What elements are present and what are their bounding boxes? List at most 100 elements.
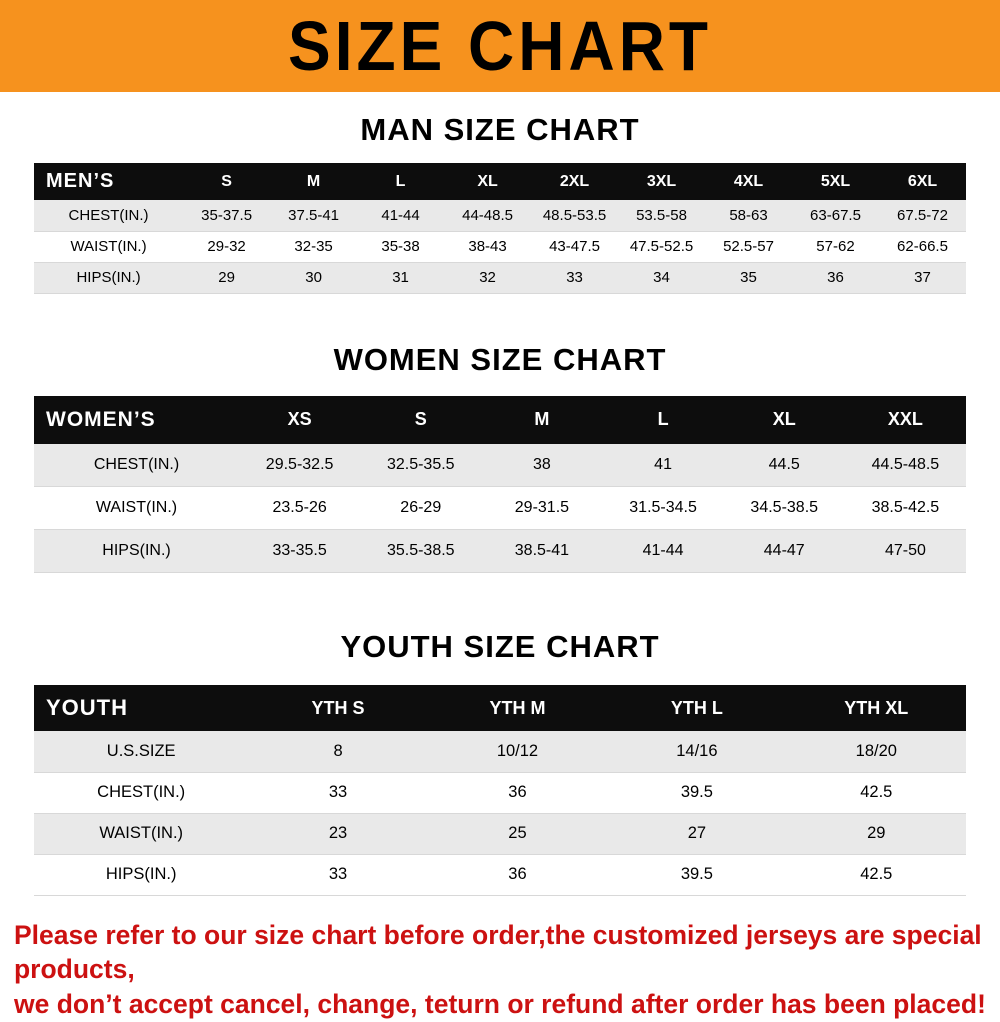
size-value: 38.5-42.5 <box>845 487 966 530</box>
size-value: 62-66.5 <box>879 231 966 262</box>
size-column-header: XL <box>724 396 845 444</box>
size-value: 44.5-48.5 <box>845 444 966 487</box>
size-column-header: S <box>360 396 481 444</box>
size-value: 33 <box>248 854 427 895</box>
notice-line-2: we don’t accept cancel, change, teturn o… <box>14 987 986 1022</box>
size-value: 41-44 <box>357 200 444 231</box>
size-value: 38-43 <box>444 231 531 262</box>
size-value: 41 <box>603 444 724 487</box>
size-value: 39.5 <box>607 854 786 895</box>
size-value: 32-35 <box>270 231 357 262</box>
size-value: 31.5-34.5 <box>603 487 724 530</box>
size-value: 34 <box>618 262 705 293</box>
size-value: 14/16 <box>607 731 786 772</box>
size-value: 29-31.5 <box>481 487 602 530</box>
size-value: 23.5-26 <box>239 487 360 530</box>
size-value: 32 <box>444 262 531 293</box>
size-value: 33-35.5 <box>239 530 360 573</box>
size-column-header: XS <box>239 396 360 444</box>
size-value: 41-44 <box>603 530 724 573</box>
row-label: HIPS(IN.) <box>34 262 183 293</box>
size-value: 38 <box>481 444 602 487</box>
size-value: 37 <box>879 262 966 293</box>
men-table-title: MEN’S <box>34 163 183 200</box>
size-column-header: S <box>183 163 270 200</box>
size-column-header: 2XL <box>531 163 618 200</box>
size-value: 38.5-41 <box>481 530 602 573</box>
size-value: 18/20 <box>787 731 966 772</box>
size-column-header: YTH L <box>607 685 786 731</box>
size-value: 43-47.5 <box>531 231 618 262</box>
size-column-header: YTH M <box>428 685 607 731</box>
youth-section-heading: YOUTH SIZE CHART <box>0 629 1000 665</box>
size-value: 39.5 <box>607 772 786 813</box>
men-section-heading: MAN SIZE CHART <box>0 112 1000 148</box>
size-value: 35-37.5 <box>183 200 270 231</box>
row-label: WAIST(IN.) <box>34 813 248 854</box>
size-value: 36 <box>792 262 879 293</box>
size-value: 63-67.5 <box>792 200 879 231</box>
size-column-header: M <box>270 163 357 200</box>
size-value: 48.5-53.5 <box>531 200 618 231</box>
women-table-title: WOMEN’S <box>34 396 239 444</box>
row-label: HIPS(IN.) <box>34 854 248 895</box>
size-value: 23 <box>248 813 427 854</box>
size-value: 58-63 <box>705 200 792 231</box>
row-label: CHEST(IN.) <box>34 444 239 487</box>
row-label: CHEST(IN.) <box>34 772 248 813</box>
size-value: 29 <box>183 262 270 293</box>
size-column-header: L <box>603 396 724 444</box>
size-column-header: YTH XL <box>787 685 966 731</box>
row-label: U.S.SIZE <box>34 731 248 772</box>
size-value: 34.5-38.5 <box>724 487 845 530</box>
size-value: 47-50 <box>845 530 966 573</box>
size-value: 26-29 <box>360 487 481 530</box>
notice-line-1: Please refer to our size chart before or… <box>14 918 986 988</box>
size-value: 37.5-41 <box>270 200 357 231</box>
youth-table-title: YOUTH <box>34 685 248 731</box>
banner-title: SIZE CHART <box>288 6 712 86</box>
size-column-header: YTH S <box>248 685 427 731</box>
size-value: 35 <box>705 262 792 293</box>
size-column-header: 6XL <box>879 163 966 200</box>
size-value: 44-47 <box>724 530 845 573</box>
size-column-header: L <box>357 163 444 200</box>
size-column-header: M <box>481 396 602 444</box>
size-value: 35.5-38.5 <box>360 530 481 573</box>
size-value: 67.5-72 <box>879 200 966 231</box>
row-label: CHEST(IN.) <box>34 200 183 231</box>
size-value: 47.5-52.5 <box>618 231 705 262</box>
size-value: 10/12 <box>428 731 607 772</box>
size-column-header: 5XL <box>792 163 879 200</box>
size-value: 52.5-57 <box>705 231 792 262</box>
size-value: 29.5-32.5 <box>239 444 360 487</box>
size-column-header: 3XL <box>618 163 705 200</box>
size-value: 33 <box>531 262 618 293</box>
size-value: 29 <box>787 813 966 854</box>
size-value: 33 <box>248 772 427 813</box>
size-column-header: XXL <box>845 396 966 444</box>
row-label: WAIST(IN.) <box>34 487 239 530</box>
size-column-header: 4XL <box>705 163 792 200</box>
size-value: 32.5-35.5 <box>360 444 481 487</box>
footer-notice: Please refer to our size chart before or… <box>0 918 1000 1022</box>
size-value: 36 <box>428 854 607 895</box>
